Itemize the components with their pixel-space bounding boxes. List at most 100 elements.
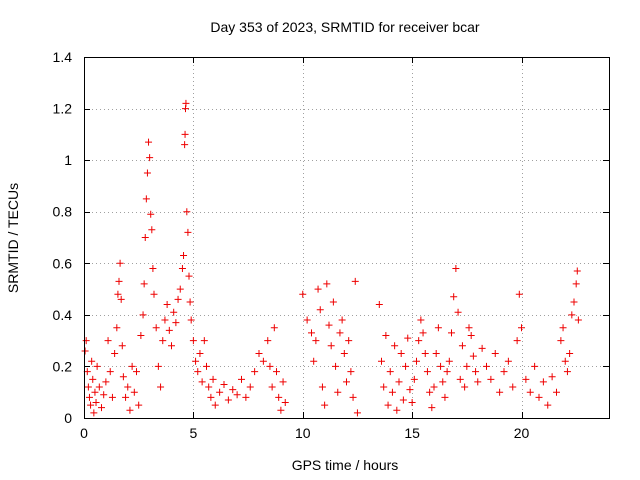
data-point: [461, 383, 469, 391]
data-point: [104, 337, 112, 345]
data-point: [318, 383, 326, 391]
data-point: [463, 362, 471, 370]
x-axis-label: GPS time / hours: [292, 457, 399, 473]
data-point: [434, 324, 442, 332]
data-point: [441, 393, 449, 401]
data-point: [184, 228, 192, 236]
data-point: [233, 391, 241, 399]
data-point: [399, 396, 407, 404]
data-point: [496, 388, 504, 396]
data-point: [135, 401, 143, 409]
data-point: [559, 324, 567, 332]
x-tick-label: 10: [295, 425, 311, 441]
data-point: [393, 406, 401, 414]
data-point: [268, 383, 276, 391]
data-point: [574, 316, 582, 324]
data-point: [299, 290, 307, 298]
data-point: [353, 409, 361, 417]
data-point: [472, 368, 480, 376]
data-point: [224, 396, 232, 404]
data-point: [522, 375, 530, 383]
data-point: [154, 362, 162, 370]
data-point: [130, 388, 138, 396]
data-point: [332, 362, 340, 370]
x-tick-label: 15: [404, 425, 420, 441]
data-point: [88, 357, 96, 365]
data-point: [487, 375, 495, 383]
data-point: [264, 337, 272, 345]
data-point: [504, 357, 512, 365]
data-point: [279, 378, 287, 386]
data-point: [113, 324, 121, 332]
data-point: [82, 337, 90, 345]
data-point: [340, 350, 348, 358]
data-point: [391, 342, 399, 350]
data-point: [509, 383, 517, 391]
data-point: [439, 378, 447, 386]
data-point: [343, 378, 350, 386]
data-point: [388, 388, 396, 396]
data-point: [172, 319, 180, 327]
data-point: [563, 368, 571, 376]
data-point: [242, 393, 250, 401]
data-point: [266, 362, 274, 370]
data-point: [483, 362, 490, 370]
data-point: [303, 316, 311, 324]
data-point: [347, 368, 355, 376]
data-point: [531, 362, 539, 370]
data-point: [572, 280, 580, 288]
data-point: [220, 380, 228, 388]
data-point: [259, 357, 267, 365]
data-point: [561, 357, 569, 365]
data-point: [216, 388, 224, 396]
data-point: [338, 316, 346, 324]
data-point: [141, 234, 149, 241]
x-tick-label: 20: [514, 425, 530, 441]
data-point: [149, 264, 157, 272]
data-point: [102, 378, 110, 386]
data-point: [115, 277, 123, 285]
data-point: [200, 337, 208, 345]
data-point: [375, 301, 383, 309]
data-point: [207, 393, 215, 401]
data-point: [124, 383, 132, 391]
chart-title: Day 353 of 2023, SRMTID for receiver bca…: [210, 19, 480, 35]
data-point: [91, 388, 99, 396]
data-point: [174, 295, 182, 303]
data-point: [402, 362, 410, 370]
data-point: [85, 393, 93, 401]
data-point: [246, 383, 254, 391]
data-point: [277, 406, 285, 414]
data-point: [186, 298, 194, 306]
data-point: [430, 383, 438, 391]
data-point: [116, 259, 124, 267]
y-tick-label: 0.6: [53, 255, 73, 271]
data-point: [159, 337, 167, 345]
data-point: [448, 329, 455, 337]
data-point: [209, 375, 217, 383]
data-point: [417, 316, 425, 324]
grid-lines: [84, 57, 609, 418]
data-point: [281, 399, 289, 407]
data-point: [553, 388, 560, 396]
x-tick-label: 0: [80, 425, 88, 441]
data-point: [111, 350, 119, 358]
data-point: [336, 329, 344, 337]
data-point: [182, 99, 190, 107]
data-point: [406, 386, 414, 394]
data-point: [87, 401, 95, 409]
data-point: [557, 337, 565, 345]
data-point: [181, 130, 189, 138]
data-point: [325, 321, 333, 329]
data-point: [81, 347, 89, 355]
data-point: [165, 326, 173, 334]
data-point: [92, 399, 100, 407]
data-point: [205, 383, 213, 391]
data-point: [437, 362, 445, 370]
data-point: [183, 208, 191, 216]
data-point: [229, 386, 237, 394]
y-tick-label: 0: [64, 410, 72, 426]
data-point: [194, 368, 202, 376]
data-point: [273, 368, 280, 376]
